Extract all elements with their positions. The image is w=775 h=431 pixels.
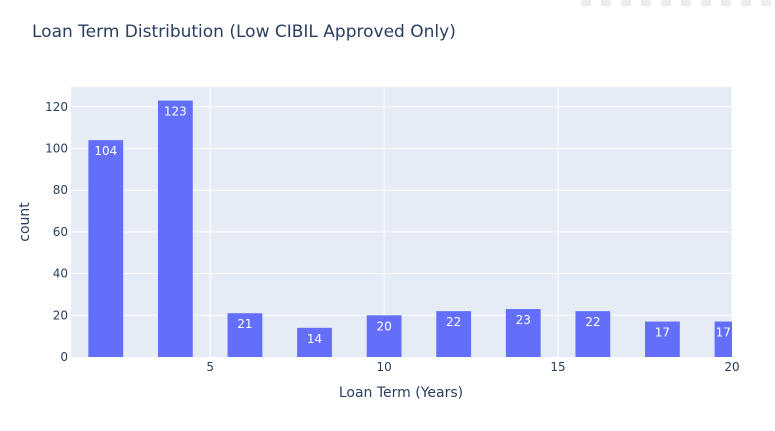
bars: 104 123 21 14 20 22 23 22 17 17 bbox=[88, 100, 732, 357]
y-tick-label: 0 bbox=[60, 350, 68, 364]
pan-icon[interactable] bbox=[621, 0, 631, 6]
y-tick-label: 40 bbox=[53, 267, 68, 281]
bar[interactable] bbox=[436, 311, 472, 357]
x-axis-ticks: 5 10 15 20 bbox=[206, 360, 739, 374]
box-select-icon[interactable] bbox=[641, 0, 651, 6]
bar-value-label: 123 bbox=[164, 105, 187, 119]
bar-value-label: 22 bbox=[446, 315, 461, 329]
x-axis-title: Loan Term (Years) bbox=[339, 385, 463, 401]
x-tick-label: 20 bbox=[724, 360, 739, 374]
y-tick-label: 120 bbox=[45, 100, 68, 114]
bar-value-label: 20 bbox=[376, 319, 391, 333]
bar[interactable] bbox=[645, 321, 680, 357]
chart-title: Loan Term Distribution (Low CIBIL Approv… bbox=[32, 22, 456, 42]
x-tick-label: 15 bbox=[550, 360, 565, 374]
autoscale-icon[interactable] bbox=[721, 0, 731, 6]
zoom-icon[interactable] bbox=[601, 0, 611, 6]
bar[interactable] bbox=[157, 100, 193, 357]
bar[interactable] bbox=[366, 315, 402, 357]
bar-value-label: 23 bbox=[516, 313, 531, 327]
y-tick-label: 20 bbox=[53, 308, 68, 322]
zoom-in-icon[interactable] bbox=[681, 0, 691, 6]
bar[interactable] bbox=[714, 321, 732, 357]
modebar bbox=[581, 0, 771, 8]
bar-value-label: 104 bbox=[94, 144, 117, 158]
bar-value-label: 17 bbox=[655, 326, 670, 340]
bar[interactable] bbox=[227, 313, 263, 357]
lasso-icon[interactable] bbox=[661, 0, 671, 6]
y-axis-title: count bbox=[17, 202, 33, 242]
x-tick-label: 10 bbox=[376, 360, 391, 374]
bar-value-label: 14 bbox=[307, 332, 322, 346]
bar[interactable] bbox=[297, 327, 332, 357]
bar-value-label: 22 bbox=[585, 315, 600, 329]
bar-value-label: 21 bbox=[237, 317, 252, 331]
bar[interactable] bbox=[88, 140, 124, 357]
y-axis-ticks: 0 20 40 60 80 100 120 bbox=[45, 100, 68, 364]
camera-icon[interactable] bbox=[581, 0, 591, 6]
x-tick-label: 5 bbox=[206, 360, 214, 374]
bar[interactable] bbox=[505, 309, 541, 357]
bar-value-label: 17 bbox=[716, 326, 731, 340]
reset-icon[interactable] bbox=[741, 0, 751, 6]
zoom-out-icon[interactable] bbox=[701, 0, 711, 6]
y-tick-label: 60 bbox=[53, 225, 68, 239]
y-tick-label: 80 bbox=[53, 183, 68, 197]
y-tick-label: 100 bbox=[45, 142, 68, 156]
bar[interactable] bbox=[575, 311, 611, 357]
plotly-logo-icon[interactable] bbox=[761, 0, 771, 6]
